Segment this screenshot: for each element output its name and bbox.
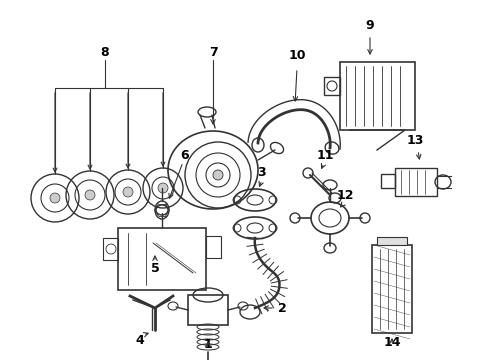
Bar xyxy=(103,238,118,260)
Text: 12: 12 xyxy=(336,189,354,202)
Bar xyxy=(372,245,412,333)
Text: 9: 9 xyxy=(366,18,374,32)
Bar xyxy=(381,174,395,188)
Bar xyxy=(188,295,228,325)
Circle shape xyxy=(158,183,168,193)
Text: 8: 8 xyxy=(100,45,109,59)
Text: 1: 1 xyxy=(204,338,212,351)
Bar xyxy=(206,236,221,258)
Text: 2: 2 xyxy=(278,302,286,315)
Circle shape xyxy=(213,170,223,180)
Text: 4: 4 xyxy=(136,333,145,346)
Text: 14: 14 xyxy=(383,336,401,348)
Circle shape xyxy=(123,187,133,197)
Bar xyxy=(377,237,407,245)
Text: 5: 5 xyxy=(150,261,159,274)
Circle shape xyxy=(85,190,95,200)
Bar xyxy=(340,62,415,130)
Text: 3: 3 xyxy=(258,166,266,179)
Bar xyxy=(324,77,340,95)
Text: 11: 11 xyxy=(316,149,334,162)
Circle shape xyxy=(50,193,60,203)
Text: 6: 6 xyxy=(181,149,189,162)
Text: 10: 10 xyxy=(288,49,306,62)
Bar xyxy=(395,168,437,196)
Bar xyxy=(118,228,206,290)
Text: 13: 13 xyxy=(406,134,424,147)
Text: 7: 7 xyxy=(209,45,218,59)
